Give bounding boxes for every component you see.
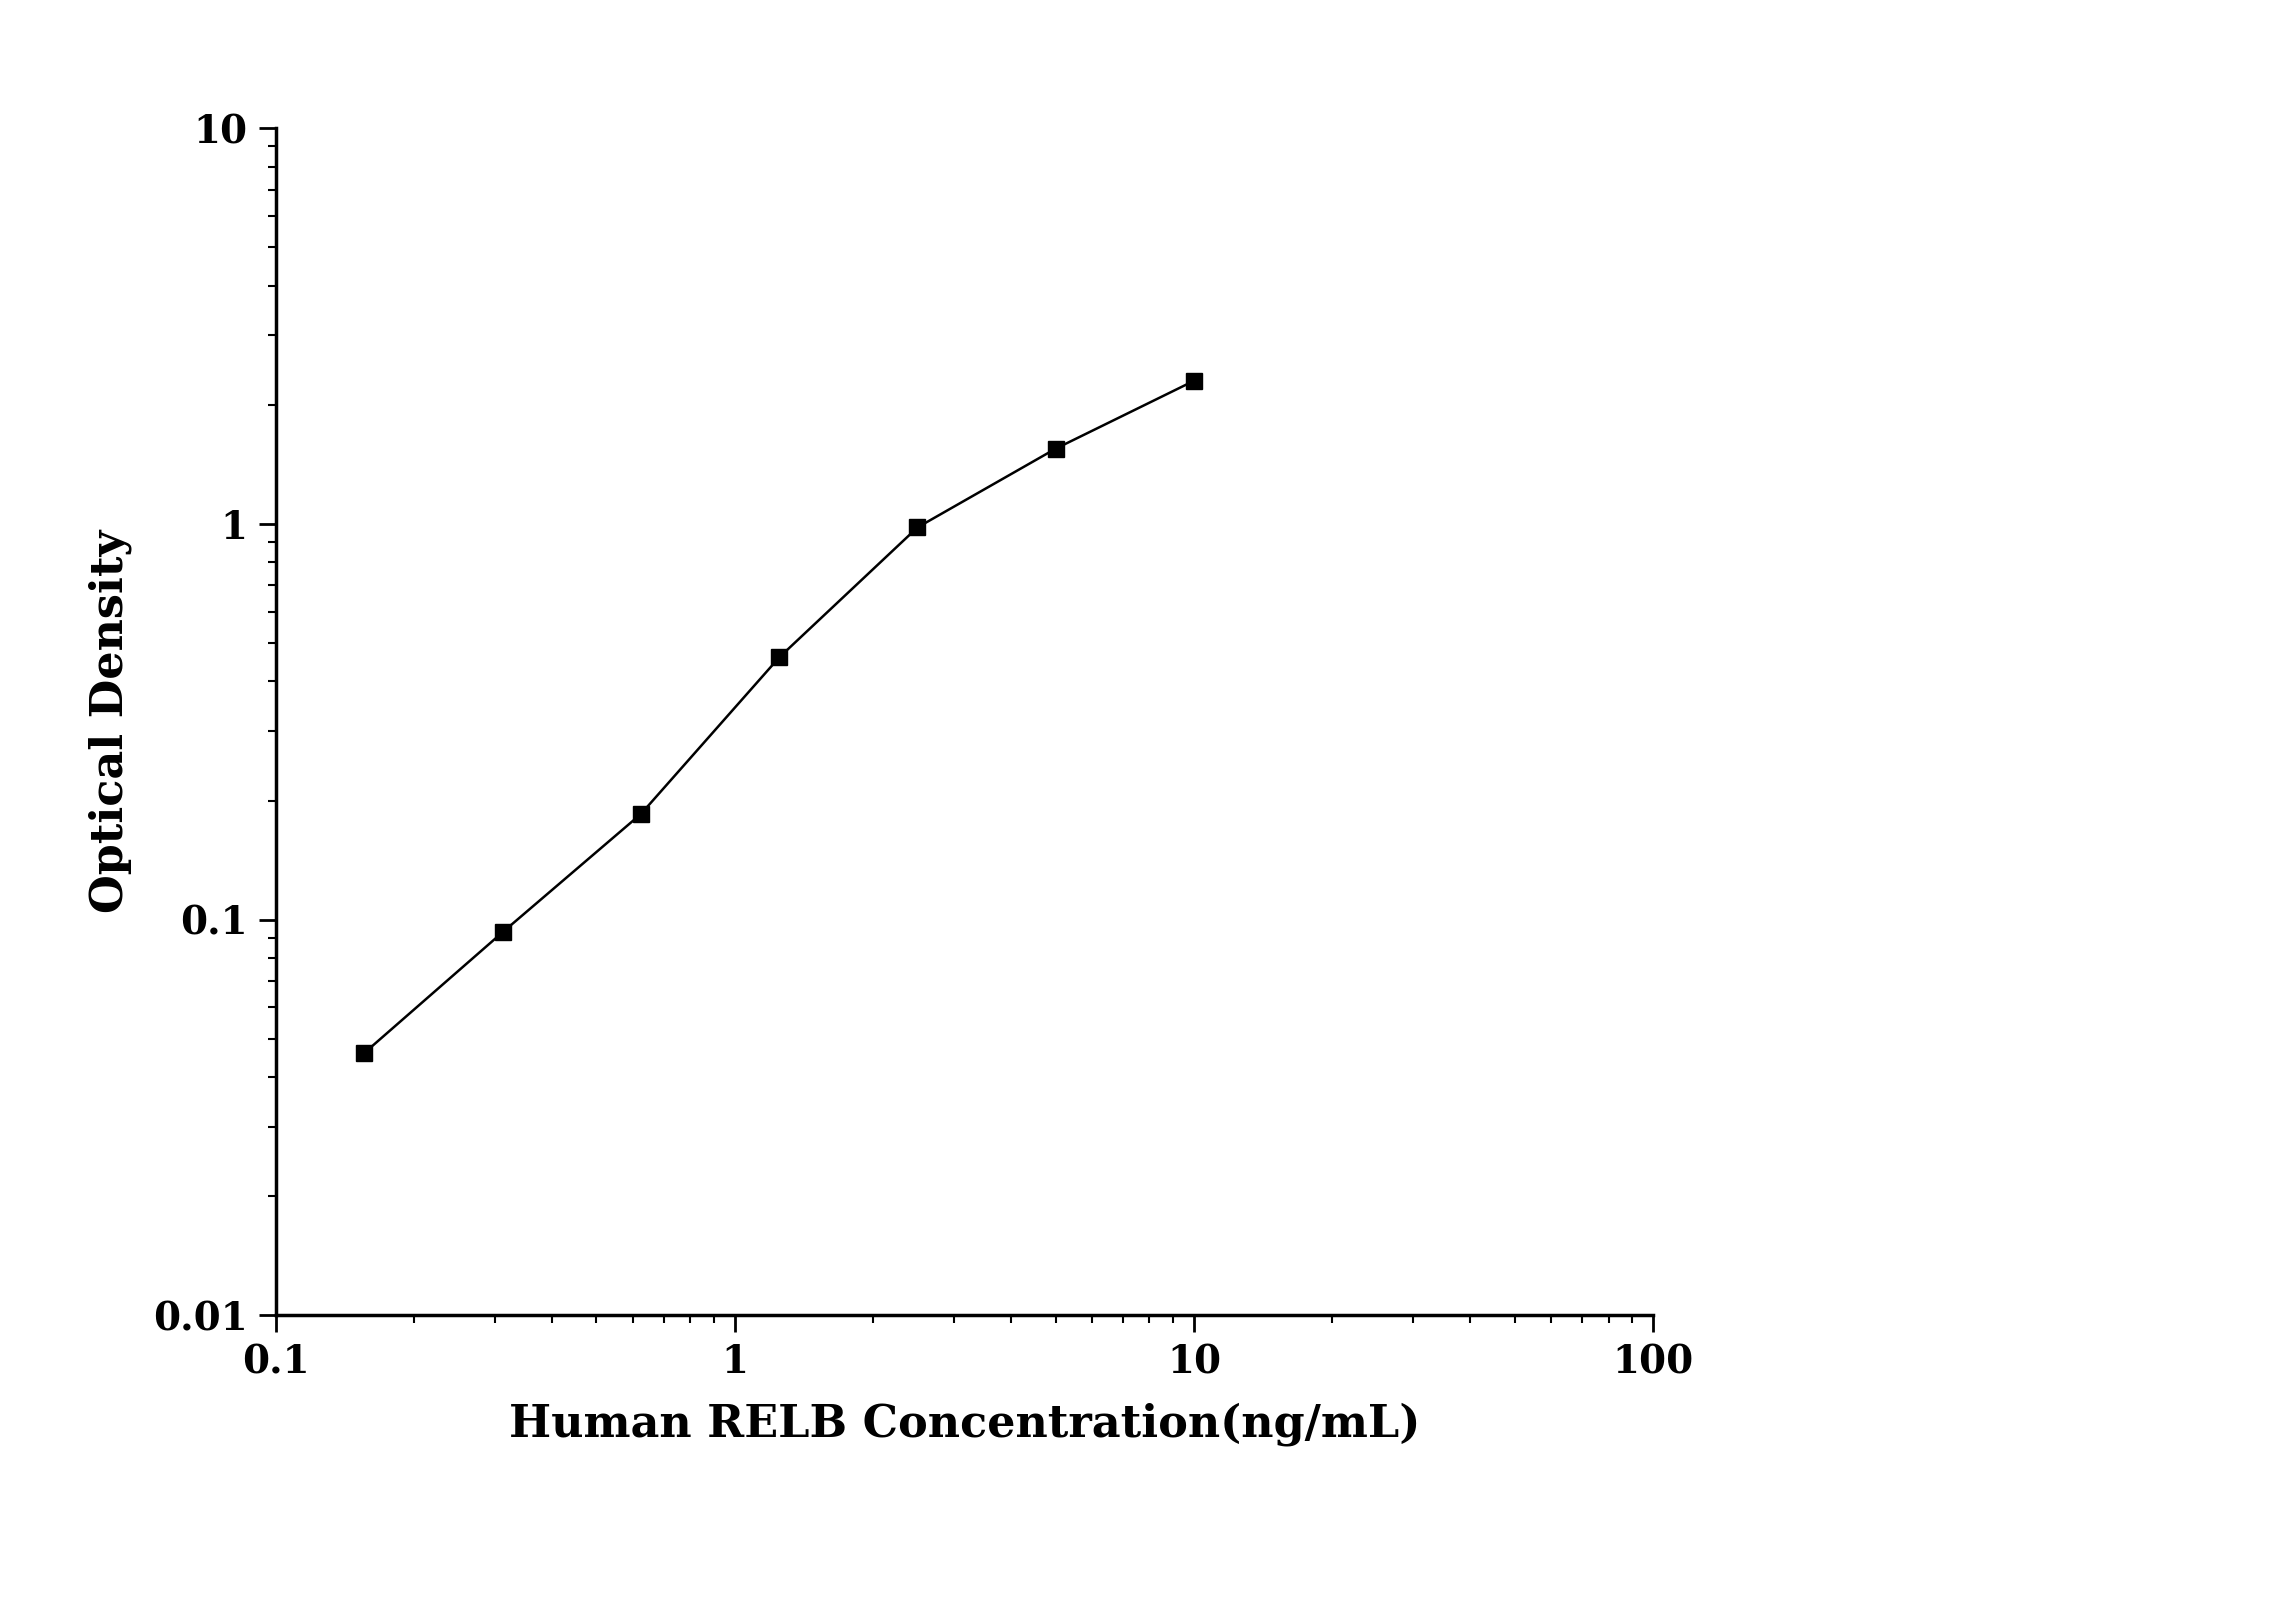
X-axis label: Human RELB Concentration(ng/mL): Human RELB Concentration(ng/mL) xyxy=(510,1402,1419,1445)
Y-axis label: Optical Density: Optical Density xyxy=(90,531,133,913)
